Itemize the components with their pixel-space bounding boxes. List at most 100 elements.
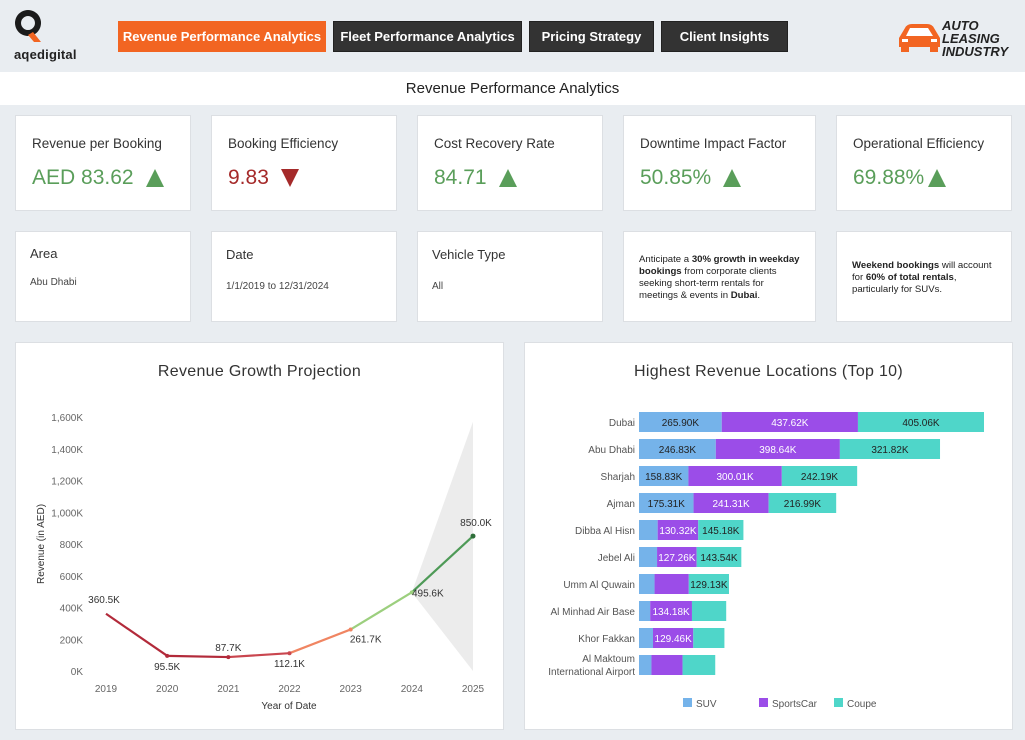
- bar-label: 134.18K: [652, 607, 690, 618]
- legend-swatch: [834, 698, 843, 707]
- tab-revenue-performance[interactable]: Revenue Performance Analytics: [118, 21, 326, 52]
- data-point[interactable]: [287, 651, 292, 656]
- y-tick-label: 200K: [60, 635, 84, 646]
- kpi-value-row: 84.71: [434, 166, 517, 190]
- legend-label: Coupe: [847, 699, 877, 710]
- insight-span: , particularly for SUVs.: [852, 272, 957, 295]
- trend-up-icon: [145, 169, 164, 187]
- bar-segment-sportscar[interactable]: [650, 601, 692, 621]
- insight-span: will account for: [852, 260, 992, 283]
- kpi-value: 9.83: [228, 166, 269, 189]
- bar-segment-coupe[interactable]: [781, 466, 858, 486]
- legend-label: SportsCar: [772, 699, 818, 710]
- filter-vehicle-type[interactable]: Vehicle Type All: [417, 231, 603, 322]
- bar-segment-sportscar[interactable]: [657, 547, 697, 567]
- brand-line-1: AUTO LEASING: [942, 18, 1000, 46]
- bar-label: 437.62K: [771, 418, 809, 429]
- category-label: Dibba Al Hisn: [575, 526, 635, 537]
- bar-segment-suv[interactable]: [639, 655, 652, 675]
- bar-label: 145.18K: [702, 526, 740, 537]
- bar-segment-coupe[interactable]: [693, 628, 725, 648]
- bar-segment-sportscar[interactable]: [651, 655, 683, 675]
- data-point[interactable]: [348, 627, 353, 632]
- category-label: International Airport: [548, 667, 635, 678]
- bar-segment-coupe[interactable]: [839, 439, 941, 459]
- tab-pricing-strategy[interactable]: Pricing Strategy: [529, 21, 654, 52]
- revenue-growth-chart-card: Revenue Growth Projection 0K 200K 400K 600K…: [15, 342, 504, 730]
- filter-value: Abu Dhabi: [30, 277, 77, 288]
- kpi-value-row: 9.83: [228, 166, 299, 190]
- bar-segment-suv[interactable]: [639, 547, 658, 567]
- chart-title: Highest Revenue Locations (Top 10): [633, 363, 904, 380]
- line-segment: [228, 652, 290, 659]
- bar-segment-coupe[interactable]: [768, 493, 837, 513]
- bar-label: 405.06K: [902, 418, 940, 429]
- trend-up-icon: [928, 169, 947, 187]
- x-tick-label: 2022: [278, 684, 301, 695]
- data-point[interactable]: [409, 590, 414, 595]
- brand-text: AUTO LEASING INDUSTRY: [942, 19, 1022, 58]
- bar-segment-coupe[interactable]: [698, 520, 744, 540]
- bar-label: 143.54K: [700, 553, 738, 564]
- tab-client-insights[interactable]: Client Insights: [661, 21, 788, 52]
- kpi-value-row: 50.85%: [640, 166, 742, 190]
- line-segment: [411, 535, 474, 594]
- bar-segment-sportscar[interactable]: [657, 520, 699, 540]
- bar-segment-sportscar[interactable]: [693, 493, 769, 513]
- tab-fleet-performance[interactable]: Fleet Performance Analytics: [333, 21, 522, 52]
- bar-segment-coupe[interactable]: [696, 547, 742, 567]
- bar-segment-coupe[interactable]: [682, 655, 716, 675]
- y-tick-label: 1,600K: [51, 413, 83, 424]
- bar-segment-suv[interactable]: [639, 439, 716, 459]
- bar-segment-sportscar[interactable]: [653, 628, 694, 648]
- bar-label: 398.64K: [759, 445, 797, 456]
- bar-segment-coupe[interactable]: [688, 574, 729, 594]
- kpi-value: 84.71: [434, 166, 487, 189]
- legend-label: SUV: [696, 699, 717, 710]
- kpi-card-downtime-impact: Downtime Impact Factor 50.85%: [623, 115, 816, 211]
- bar-segment-coupe[interactable]: [691, 601, 727, 621]
- legend-swatch: [759, 698, 768, 707]
- insight-text: Weekend bookings will account for 60% of…: [852, 260, 999, 296]
- bar-segment-coupe[interactable]: [857, 412, 984, 432]
- bar-label: 265.90K: [662, 418, 700, 429]
- bar-segment-suv[interactable]: [639, 520, 658, 540]
- bar-segment-sportscar[interactable]: [715, 439, 840, 459]
- filter-label: Area: [30, 246, 58, 261]
- data-point[interactable]: [226, 655, 231, 660]
- data-label: 112.1K: [274, 659, 305, 670]
- bar-segment-suv[interactable]: [639, 574, 655, 594]
- bar-segment-suv[interactable]: [639, 412, 722, 432]
- data-label: 495.6K: [412, 588, 444, 599]
- top-locations-chart-card: Highest Revenue Locations (Top 10) Dubai…: [524, 342, 1013, 730]
- insight-span: from corporate clients seeking short-ter…: [639, 266, 777, 301]
- bar-segment-suv[interactable]: [639, 493, 694, 513]
- forecast-band: [411, 421, 473, 671]
- insight-bold: 60% of total rentals: [865, 272, 954, 283]
- filter-date[interactable]: Date 1/1/2019 to 12/31/2024: [211, 231, 397, 322]
- data-point[interactable]: [165, 653, 170, 658]
- bar-segment-sportscar[interactable]: [688, 466, 782, 486]
- bar-segment-suv[interactable]: [639, 628, 654, 648]
- bar-label: 300.01K: [716, 472, 754, 483]
- x-tick-label: 2025: [462, 684, 485, 695]
- page-title: Revenue Performance Analytics: [0, 72, 1025, 105]
- brand-line-2: INDUSTRY: [942, 44, 1009, 59]
- kpi-card-cost-recovery-rate: Cost Recovery Rate 84.71: [417, 115, 603, 211]
- top-locations-chart: Dubai 265.90K 437.62K 405.06K Abu Dhabi 246.8…: [548, 412, 984, 710]
- filter-area[interactable]: Area Abu Dhabi: [15, 231, 191, 322]
- trend-down-icon: [280, 169, 299, 187]
- filter-label: Date: [226, 247, 254, 262]
- bar-segment-suv[interactable]: [639, 601, 651, 621]
- category-label: Umm Al Quwain: [563, 580, 635, 591]
- y-tick-label: 1,000K: [51, 508, 83, 519]
- bar-label: 129.13K: [690, 580, 728, 591]
- bar-segment-suv[interactable]: [639, 466, 689, 486]
- bar-segment-sportscar[interactable]: [721, 412, 858, 432]
- kpi-value-row: 69.88%: [853, 166, 947, 190]
- bar-label: 175.31K: [648, 499, 686, 510]
- data-point[interactable]: [470, 533, 476, 539]
- kpi-value: AED 83.62: [32, 166, 134, 189]
- bar-segment-sportscar[interactable]: [654, 574, 689, 594]
- aqedigital-logo-icon: [15, 10, 42, 42]
